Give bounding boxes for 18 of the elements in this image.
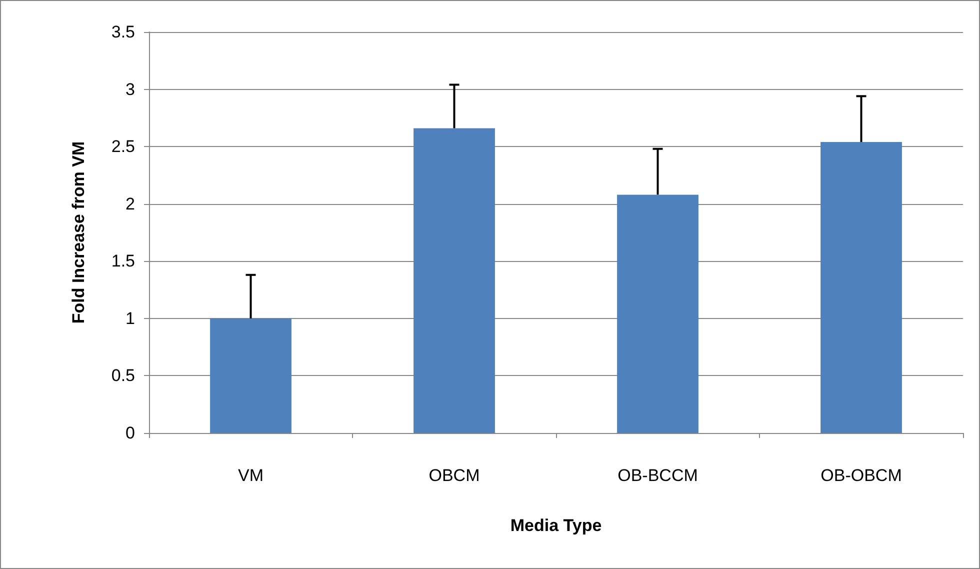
x-tick-label: VM xyxy=(238,466,264,485)
y-tick-label: 3 xyxy=(126,80,135,99)
y-tick-label: 3.5 xyxy=(111,22,135,42)
x-axis-title: Media Type xyxy=(510,516,602,535)
y-tick-label: 0.5 xyxy=(111,366,135,386)
x-tick-label: OBCM xyxy=(428,466,480,485)
bar xyxy=(617,194,698,433)
bar xyxy=(820,142,902,433)
y-tick-label: 2.5 xyxy=(111,137,135,156)
x-tick-label: OB-BCCM xyxy=(618,466,698,485)
y-axis-title: Fold Increase from VM xyxy=(69,141,88,324)
y-tick-label: 1 xyxy=(126,308,135,328)
bar xyxy=(210,318,292,433)
x-tick-label: OB-OBCM xyxy=(820,466,902,485)
bar xyxy=(414,128,495,433)
y-tick-label: 2 xyxy=(126,194,135,214)
y-tick-label: 1.5 xyxy=(111,252,135,271)
y-tick-label: 0 xyxy=(126,424,135,442)
